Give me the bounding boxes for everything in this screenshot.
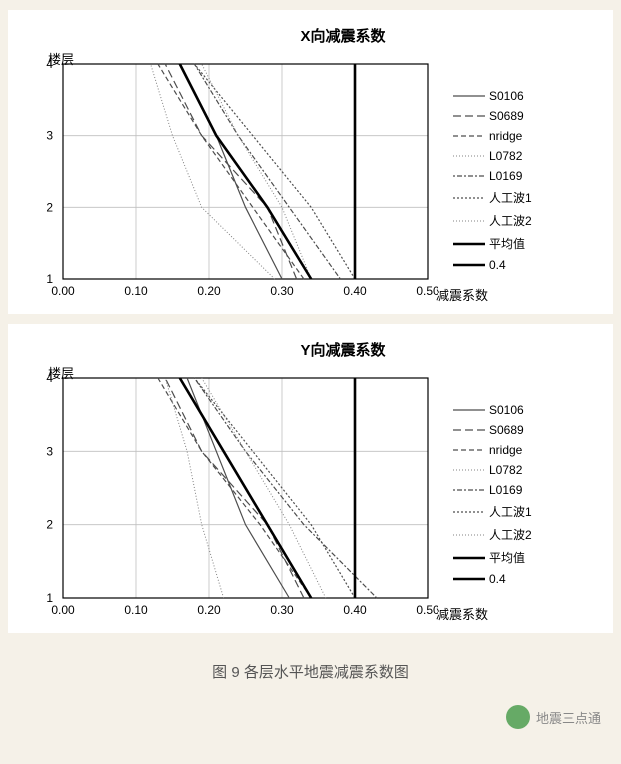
- chart-title: Y向减震系数: [18, 339, 608, 360]
- svg-text:0.50: 0.50: [416, 603, 438, 617]
- svg-text:0.10: 0.10: [124, 284, 148, 298]
- svg-text:0.00: 0.00: [51, 284, 75, 298]
- legend-line-icon: [453, 110, 485, 122]
- legend-item: 人工波1: [453, 189, 532, 206]
- svg-text:0.00: 0.00: [51, 603, 75, 617]
- source-label: 地震三点通: [536, 708, 601, 727]
- legend-line-icon: [453, 552, 485, 564]
- legend-label: L0169: [489, 169, 522, 183]
- legend-item: 人工波2: [453, 212, 532, 229]
- legend-label: S0689: [489, 423, 524, 437]
- legend-label: 平均值: [489, 549, 525, 566]
- x-axis-label: 减震系数: [436, 285, 488, 304]
- legend-label: 0.4: [489, 258, 506, 272]
- legend-line-icon: [453, 506, 485, 518]
- legend-label: L0782: [489, 463, 522, 477]
- legend-item: 人工波2: [453, 526, 532, 543]
- svg-text:0.50: 0.50: [416, 284, 438, 298]
- legend-label: L0169: [489, 483, 522, 497]
- svg-text:1: 1: [46, 591, 53, 605]
- legend-label: 平均值: [489, 235, 525, 252]
- svg-text:2: 2: [46, 518, 53, 532]
- legend-label: 0.4: [489, 572, 506, 586]
- chart-plot: 0.000.100.200.300.400.501234: [18, 368, 438, 623]
- svg-text:0.10: 0.10: [124, 603, 148, 617]
- legend-line-icon: [453, 529, 485, 541]
- legend-item: 平均值: [453, 549, 532, 566]
- svg-text:2: 2: [46, 200, 53, 214]
- legend-line-icon: [453, 259, 485, 271]
- legend-label: 人工波1: [489, 189, 532, 206]
- chart-legend: S0106 S0689 nridge L0782 L0169 人工波1 人工波2…: [438, 54, 532, 304]
- legend-item: L0169: [453, 483, 532, 497]
- legend-line-icon: [453, 150, 485, 162]
- legend-item: L0782: [453, 149, 532, 163]
- legend-item: nridge: [453, 129, 532, 143]
- legend-line-icon: [453, 238, 485, 250]
- legend-line-icon: [453, 215, 485, 227]
- legend-line-icon: [453, 573, 485, 585]
- chart-title: X向减震系数: [18, 25, 608, 46]
- svg-text:3: 3: [46, 444, 53, 458]
- legend-line-icon: [453, 170, 485, 182]
- legend-label: 人工波2: [489, 212, 532, 229]
- chart-legend: S0106 S0689 nridge L0782 L0169 人工波1 人工波2…: [438, 368, 532, 623]
- wechat-icon: [506, 705, 530, 729]
- legend-item: 0.4: [453, 258, 532, 272]
- legend-item: nridge: [453, 443, 532, 457]
- figure-caption: 图 9 各层水平地震减震系数图: [0, 643, 621, 700]
- legend-line-icon: [453, 464, 485, 476]
- legend-label: 人工波1: [489, 503, 532, 520]
- legend-item: 平均值: [453, 235, 532, 252]
- svg-text:0.20: 0.20: [197, 284, 221, 298]
- legend-item: S0689: [453, 109, 532, 123]
- svg-text:0.30: 0.30: [270, 284, 294, 298]
- legend-item: S0106: [453, 89, 532, 103]
- legend-item: S0106: [453, 403, 532, 417]
- legend-label: S0106: [489, 403, 524, 417]
- svg-text:0.40: 0.40: [343, 603, 367, 617]
- legend-label: nridge: [489, 443, 522, 457]
- svg-text:1: 1: [46, 272, 53, 286]
- svg-text:0.20: 0.20: [197, 603, 221, 617]
- legend-item: 人工波1: [453, 503, 532, 520]
- legend-line-icon: [453, 424, 485, 436]
- svg-text:0.30: 0.30: [270, 603, 294, 617]
- chart-1: Y向减震系数 楼层 0.000.100.200.300.400.501234 减…: [8, 324, 613, 633]
- svg-text:0.40: 0.40: [343, 284, 367, 298]
- legend-item: 0.4: [453, 572, 532, 586]
- chart-0: X向减震系数 楼层 0.000.100.200.300.400.501234 减…: [8, 10, 613, 314]
- y-axis-label: 楼层: [48, 49, 74, 68]
- legend-line-icon: [453, 404, 485, 416]
- legend-label: L0782: [489, 149, 522, 163]
- source-bar: 地震三点通: [0, 700, 621, 744]
- svg-text:3: 3: [46, 129, 53, 143]
- legend-label: 人工波2: [489, 526, 532, 543]
- legend-item: S0689: [453, 423, 532, 437]
- chart-plot: 0.000.100.200.300.400.501234: [18, 54, 438, 304]
- legend-line-icon: [453, 484, 485, 496]
- legend-label: S0106: [489, 89, 524, 103]
- legend-line-icon: [453, 130, 485, 142]
- legend-line-icon: [453, 192, 485, 204]
- x-axis-label: 减震系数: [436, 604, 488, 623]
- legend-line-icon: [453, 90, 485, 102]
- legend-line-icon: [453, 444, 485, 456]
- legend-label: S0689: [489, 109, 524, 123]
- legend-item: L0169: [453, 169, 532, 183]
- y-axis-label: 楼层: [48, 363, 74, 382]
- legend-item: L0782: [453, 463, 532, 477]
- legend-label: nridge: [489, 129, 522, 143]
